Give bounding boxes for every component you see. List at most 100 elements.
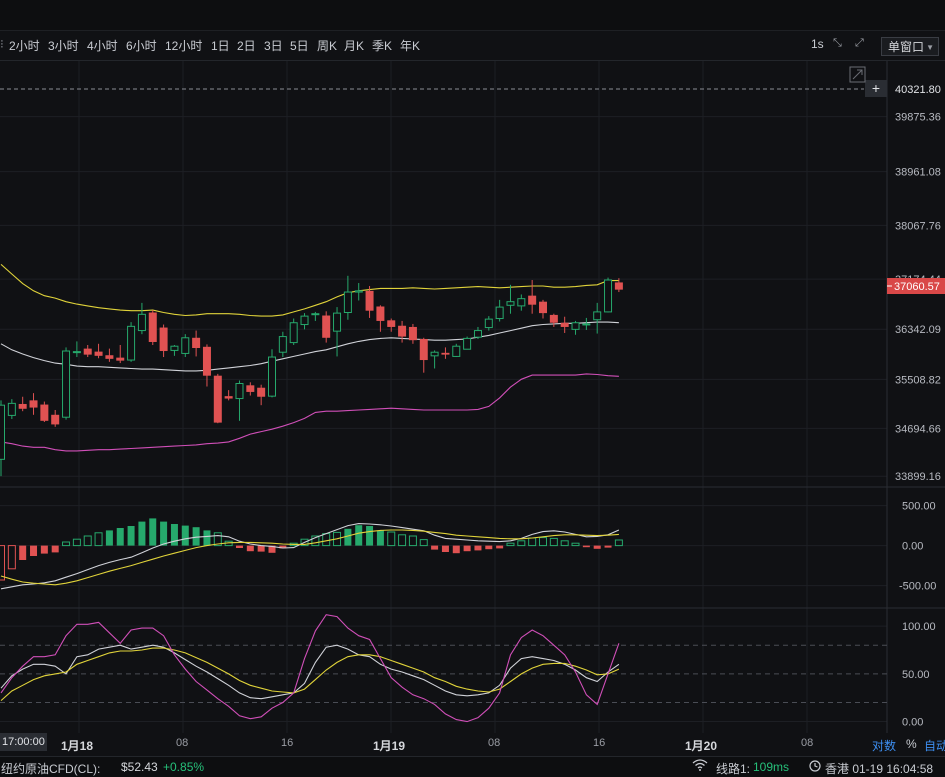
percent-scale-toggle[interactable]: % bbox=[906, 737, 917, 751]
candle-body-up bbox=[170, 345, 179, 351]
candlesticks bbox=[0, 275, 623, 477]
candle-body-up bbox=[452, 345, 461, 357]
time-axis[interactable]: 17:00:00 1月18 08 16 1月19 08 16 1月20 08 对… bbox=[0, 733, 945, 755]
macd-histogram-bar bbox=[94, 532, 103, 547]
line-label[interactable]: 线路1: bbox=[716, 762, 751, 776]
macd-histogram-bar bbox=[51, 545, 59, 553]
interval-1s-button[interactable]: 1s bbox=[811, 37, 824, 51]
candle-body-up bbox=[127, 325, 136, 361]
candle-body-down bbox=[192, 337, 201, 349]
macd-histogram-bar bbox=[268, 545, 276, 553]
candle-body-down bbox=[408, 326, 417, 341]
tab-season[interactable]: 季K bbox=[372, 39, 393, 53]
auto-scale-toggle[interactable]: 自动 bbox=[924, 739, 945, 753]
tab-2h[interactable]: 2小时 bbox=[9, 39, 40, 53]
tab-3h[interactable]: 3小时 bbox=[48, 39, 79, 53]
tab-1d[interactable]: 1日 bbox=[211, 39, 230, 53]
macd-histogram-bar bbox=[441, 545, 449, 552]
tab-week[interactable]: 周K bbox=[317, 39, 338, 53]
candle-body-up bbox=[311, 313, 320, 316]
kdj-reference-lines bbox=[0, 644, 887, 703]
candle-body-down bbox=[116, 357, 125, 361]
macd-axis-label: -500.00 bbox=[899, 581, 936, 593]
tab-6h[interactable]: 6小时 bbox=[126, 39, 157, 53]
boll-upper-line bbox=[0, 263, 619, 317]
macd-histogram-bar bbox=[398, 534, 407, 547]
crosshair-plus-icon[interactable]: + bbox=[865, 80, 887, 97]
kdj-j-line bbox=[0, 614, 620, 723]
log-scale-toggle[interactable]: 对数 bbox=[872, 739, 897, 753]
tab-5d[interactable]: 5日 bbox=[290, 39, 309, 53]
time-label-08-c: 08 bbox=[801, 737, 814, 749]
chart-area[interactable]: + 39875.3638961.0838067.7637174.4436342.… bbox=[0, 61, 945, 733]
macd-histogram-bar bbox=[452, 545, 460, 554]
candle-body-down bbox=[18, 403, 27, 409]
macd-histogram-bar bbox=[213, 532, 222, 547]
macd-histogram-bar bbox=[311, 535, 320, 547]
macd-histogram-bar bbox=[355, 525, 363, 546]
tab-year[interactable]: 年K bbox=[400, 39, 421, 53]
candle-body-down bbox=[441, 352, 450, 355]
window-mode-select[interactable]: 单窗口 ▼ bbox=[881, 37, 939, 56]
wifi-icon bbox=[692, 759, 708, 774]
price-axis-label: 36342.09 bbox=[895, 324, 941, 336]
candle-body-down bbox=[365, 290, 374, 311]
macd-histogram-bar bbox=[160, 521, 168, 546]
macd-histogram-bar bbox=[549, 537, 558, 547]
macd-histogram-bar bbox=[517, 540, 526, 547]
status-bar: 纽约原油CFD(CL): $52.43 +0.85% 线路1: 109ms 香港… bbox=[0, 756, 945, 777]
candle-body-up bbox=[181, 337, 190, 354]
tab-12h[interactable]: 12小时 bbox=[165, 39, 203, 53]
tab-4h[interactable]: 4小时 bbox=[87, 39, 118, 53]
candle-body-down bbox=[51, 414, 60, 425]
candle-body-up bbox=[506, 301, 515, 306]
tab-month[interactable]: 月K bbox=[344, 39, 365, 53]
price-axis-label: 35508.82 bbox=[895, 374, 941, 386]
candle-body-up bbox=[333, 312, 342, 332]
candle-body-up bbox=[137, 313, 146, 332]
macd-histogram-bar bbox=[0, 545, 5, 581]
macd-histogram-bar bbox=[560, 540, 569, 547]
macd-histogram-bar bbox=[83, 535, 92, 547]
candle-body-down bbox=[257, 387, 266, 397]
expand-icon[interactable]: ⤢ bbox=[855, 37, 864, 49]
macd-pane bbox=[0, 518, 623, 590]
crosshair-price-label: 40321.80 bbox=[895, 84, 941, 96]
macd-histogram-bar bbox=[604, 545, 612, 548]
macd-histogram-bar bbox=[138, 521, 146, 546]
instrument-name[interactable]: 纽约原油CFD(CL): bbox=[1, 762, 101, 776]
latency-value: 109ms bbox=[753, 760, 790, 774]
candle-body-up bbox=[0, 404, 5, 460]
timeframe-toolbar: ⁝ 2小时 3小时 4小时 6小时 12小时 1日 2日 3日 5日 周K 月K… bbox=[0, 31, 945, 61]
candle-body-up bbox=[430, 351, 439, 357]
candle-body-up bbox=[343, 291, 352, 314]
macd-histogram-bar bbox=[614, 539, 623, 547]
macd-histogram-bar bbox=[127, 526, 135, 546]
tab-3d[interactable]: 3日 bbox=[264, 39, 283, 53]
candle-body-up bbox=[268, 356, 276, 397]
candle-body-down bbox=[322, 315, 331, 338]
macd-histogram-bar bbox=[419, 539, 428, 547]
macd-histogram-bar bbox=[496, 545, 504, 549]
candle-body-up bbox=[463, 337, 472, 350]
candle-body-up bbox=[604, 279, 613, 313]
kdj-d-line bbox=[0, 647, 620, 702]
candle-body-up bbox=[354, 290, 363, 293]
candle-body-down bbox=[40, 404, 49, 421]
macd-histogram-bar bbox=[181, 525, 189, 546]
crosshair-time-label: 17:00:00 bbox=[0, 733, 47, 751]
macd-histogram-bar bbox=[366, 526, 374, 546]
candle-body-up bbox=[300, 315, 309, 326]
shrink-icon[interactable]: ⤡ bbox=[833, 37, 842, 49]
price-axis-label: 38961.08 bbox=[895, 167, 941, 179]
macd-axis-label: 0.00 bbox=[902, 541, 923, 553]
tab-2d[interactable]: 2日 bbox=[237, 39, 256, 53]
macd-histogram-bar bbox=[485, 545, 493, 550]
kdj-axis-label: 100.00 bbox=[902, 621, 936, 633]
fullscreen-icon[interactable] bbox=[849, 66, 866, 83]
candle-body-down bbox=[246, 385, 255, 392]
macd-histogram-bar bbox=[506, 542, 515, 547]
candle-body-up bbox=[582, 323, 591, 326]
candle-body-down bbox=[148, 312, 157, 342]
macd-histogram-bar bbox=[571, 542, 580, 547]
